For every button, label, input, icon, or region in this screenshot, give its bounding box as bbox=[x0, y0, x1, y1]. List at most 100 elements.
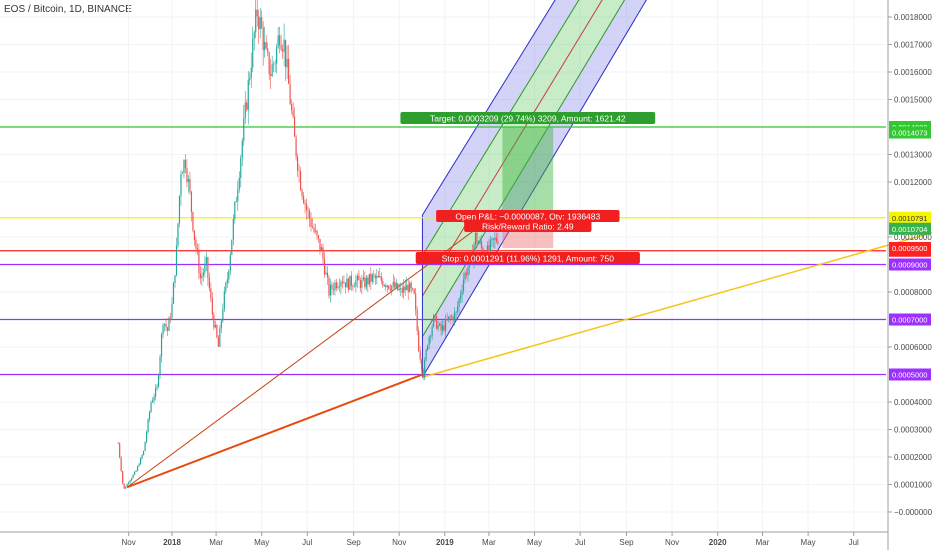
candle-body bbox=[320, 247, 323, 251]
candle-body bbox=[235, 201, 237, 203]
candle-body bbox=[225, 282, 227, 292]
candle-body bbox=[395, 283, 397, 288]
candle-body bbox=[437, 325, 439, 329]
candle-body bbox=[244, 102, 246, 119]
candle-body bbox=[443, 325, 445, 331]
candle-body bbox=[453, 312, 456, 321]
candle-body bbox=[391, 285, 393, 291]
y-level-tag bbox=[889, 313, 931, 326]
y-tick-label: 0.0003000 bbox=[894, 426, 932, 435]
candle-body bbox=[122, 471, 124, 484]
candle-body bbox=[441, 325, 444, 331]
candle-body bbox=[151, 400, 154, 403]
candle-body bbox=[383, 285, 385, 286]
candle-body bbox=[166, 327, 169, 331]
candle-body bbox=[120, 457, 122, 472]
candle-body bbox=[476, 232, 478, 244]
candle-body bbox=[279, 35, 281, 46]
candle-body bbox=[407, 284, 409, 292]
candle-body bbox=[172, 282, 175, 304]
y-level-tag bbox=[889, 368, 931, 381]
candle-body bbox=[163, 323, 166, 326]
candle-body bbox=[288, 58, 290, 84]
candle-body bbox=[213, 314, 215, 328]
candle-body bbox=[326, 272, 329, 278]
candle-body bbox=[376, 275, 378, 279]
candle-body bbox=[436, 316, 438, 329]
candle-body bbox=[223, 291, 225, 310]
candle-body bbox=[229, 254, 231, 271]
candle-body bbox=[219, 328, 221, 347]
candle-body bbox=[228, 270, 230, 280]
candle-body bbox=[316, 230, 318, 236]
candle-body bbox=[147, 419, 149, 433]
candle-body bbox=[341, 281, 344, 284]
candle-body bbox=[234, 202, 236, 220]
x-tick-label: Sep bbox=[619, 538, 634, 547]
y-tick-label: 0.0017000 bbox=[894, 41, 932, 50]
candle-body bbox=[465, 272, 468, 276]
candle-body bbox=[418, 330, 420, 352]
trendline bbox=[126, 373, 423, 489]
candle-body bbox=[343, 282, 345, 284]
candle-body bbox=[282, 49, 284, 52]
candle-body bbox=[150, 402, 152, 412]
candle-body bbox=[350, 275, 352, 286]
candle-body bbox=[379, 276, 381, 278]
candle-body bbox=[123, 483, 125, 489]
candle-body bbox=[255, 9, 257, 33]
candle-body bbox=[183, 160, 185, 174]
x-tick-label: May bbox=[527, 538, 542, 547]
candle-body bbox=[159, 356, 161, 376]
candle-body bbox=[464, 272, 466, 280]
candle-body bbox=[337, 286, 339, 289]
x-tick-label: Mar bbox=[209, 538, 223, 547]
candle-body bbox=[452, 316, 454, 321]
candle-body bbox=[323, 259, 326, 275]
y-level-tag bbox=[889, 258, 931, 271]
pitchfork-line bbox=[421, 0, 647, 378]
candle-body bbox=[144, 441, 146, 451]
candle-body bbox=[362, 277, 364, 280]
candle-body bbox=[491, 238, 493, 241]
candle-body bbox=[261, 17, 263, 28]
candle-body bbox=[433, 315, 435, 327]
candle-body bbox=[340, 281, 342, 287]
candle-body bbox=[198, 251, 200, 274]
y-tick-label: 0.0002000 bbox=[894, 453, 932, 462]
candle-body bbox=[394, 281, 396, 288]
y-tick-label: 0.0010000 bbox=[894, 233, 932, 242]
candle-body bbox=[208, 277, 210, 289]
x-tick-label: Jul bbox=[575, 538, 585, 547]
candle-body bbox=[216, 325, 218, 337]
candle-body bbox=[358, 275, 360, 281]
candle-body bbox=[404, 286, 406, 291]
candle-body bbox=[148, 411, 151, 420]
candle-body bbox=[268, 52, 270, 75]
candle-body bbox=[195, 240, 197, 249]
x-tick-label: Nov bbox=[122, 538, 136, 547]
candle-body bbox=[488, 245, 490, 252]
candle-body bbox=[249, 77, 251, 81]
candle-body bbox=[187, 179, 190, 182]
candle-body bbox=[353, 286, 355, 288]
candle-body bbox=[226, 279, 228, 283]
y-tick-label: 0.0008000 bbox=[894, 288, 932, 297]
candle-body bbox=[456, 306, 459, 312]
candle-body bbox=[427, 345, 429, 350]
candle-body bbox=[307, 210, 309, 211]
candle-body bbox=[274, 63, 276, 65]
candle-body bbox=[401, 288, 403, 293]
candle-body bbox=[377, 275, 379, 278]
candle-body bbox=[196, 248, 199, 252]
candle-body bbox=[267, 48, 269, 53]
candle-body bbox=[495, 237, 498, 242]
x-tick-label: Sep bbox=[347, 538, 362, 547]
candle-body bbox=[299, 171, 302, 191]
candle-body bbox=[444, 319, 447, 331]
candle-body bbox=[131, 477, 133, 481]
y-tick-label: 0.0018000 bbox=[894, 13, 932, 22]
y-level-label: 0.0010791 bbox=[892, 214, 927, 223]
